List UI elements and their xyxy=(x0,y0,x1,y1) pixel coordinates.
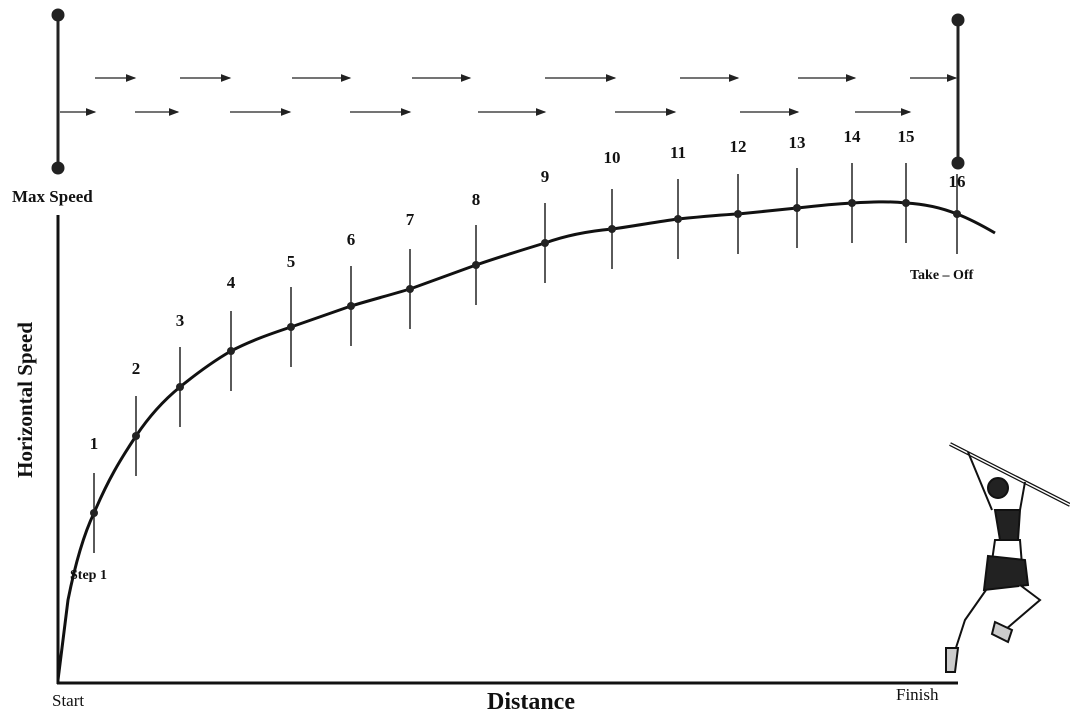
step-dot xyxy=(176,383,184,391)
top-bars xyxy=(51,8,965,175)
step-dot xyxy=(287,323,295,331)
step-label: 4 xyxy=(227,273,236,292)
x-label: Distance xyxy=(487,689,575,713)
step-dot xyxy=(472,261,480,269)
step-dot xyxy=(674,215,682,223)
step-dot xyxy=(608,225,616,233)
speed-curve xyxy=(56,200,996,681)
step-dot xyxy=(347,302,355,310)
step-label: 15 xyxy=(898,127,915,146)
speed-arrows xyxy=(60,74,958,116)
step-label: 9 xyxy=(541,167,550,186)
step-label: 12 xyxy=(730,137,747,156)
step-dot xyxy=(227,347,235,355)
step-label: 3 xyxy=(176,311,185,330)
step-label: 13 xyxy=(789,133,806,152)
step-label: 14 xyxy=(844,127,862,146)
step-label: 7 xyxy=(406,210,415,229)
step-label: 10 xyxy=(604,148,621,167)
step-dot xyxy=(953,210,961,218)
step-label: 2 xyxy=(132,359,141,378)
step-dot xyxy=(541,239,549,247)
step-dot xyxy=(132,432,140,440)
take-off-annotation: Take – Off xyxy=(910,268,974,283)
step-label: 8 xyxy=(472,190,481,209)
step-label: 6 xyxy=(347,230,356,249)
athlete xyxy=(945,442,1070,673)
step-label: 5 xyxy=(287,252,296,271)
step-dot xyxy=(902,199,910,207)
top-label: Max Speed xyxy=(12,187,93,206)
step-label: 1 xyxy=(90,434,99,453)
step-dot xyxy=(406,285,414,293)
step-dot xyxy=(793,204,801,212)
step-dot xyxy=(90,509,98,517)
y-label: Horizontal Speed xyxy=(13,322,37,478)
finish-label: Finish xyxy=(896,685,939,704)
step-dot xyxy=(734,210,742,218)
step-1-annotation: Step 1 xyxy=(70,568,107,583)
step-dot xyxy=(848,199,856,207)
axes xyxy=(56,215,958,685)
step-label: 16 xyxy=(949,172,966,191)
start-label: Start xyxy=(52,691,84,710)
step-label: 11 xyxy=(670,143,686,162)
